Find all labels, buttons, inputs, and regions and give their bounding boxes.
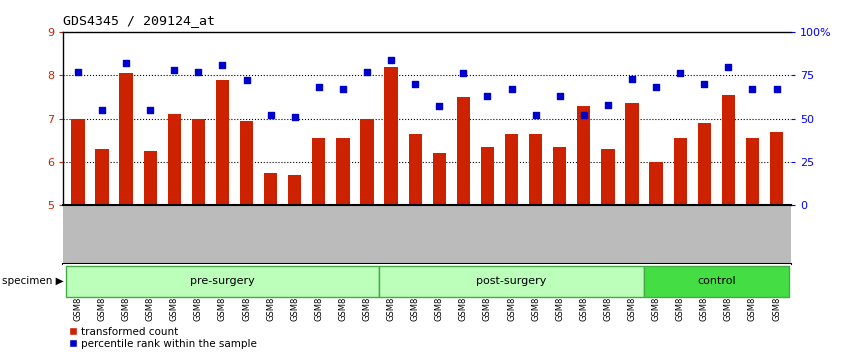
Bar [360, 119, 374, 205]
Bar [264, 173, 277, 205]
Bar [602, 149, 614, 205]
Bar [553, 147, 566, 205]
Point [673, 71, 687, 76]
Point [722, 64, 735, 69]
Point [239, 78, 253, 83]
Bar [481, 147, 494, 205]
Bar [312, 138, 326, 205]
Point [529, 112, 542, 118]
Point [384, 57, 398, 62]
Legend: transformed count, percentile rank within the sample: transformed count, percentile rank withi… [69, 327, 257, 349]
Point [168, 67, 181, 73]
Text: GDS4345 / 209124_at: GDS4345 / 209124_at [63, 14, 216, 27]
Text: post-surgery: post-surgery [476, 276, 547, 286]
Point [505, 86, 519, 92]
Bar [698, 123, 711, 205]
Bar [336, 138, 349, 205]
Point [288, 114, 301, 120]
FancyBboxPatch shape [379, 266, 644, 297]
Point [216, 62, 229, 68]
Bar [192, 119, 205, 205]
Point [625, 76, 639, 81]
Bar [577, 105, 591, 205]
Point [71, 69, 85, 75]
Bar [119, 73, 133, 205]
Bar [71, 119, 85, 205]
Bar [216, 80, 229, 205]
Point [191, 69, 205, 75]
Point [312, 85, 326, 90]
Bar [722, 95, 735, 205]
Text: specimen ▶: specimen ▶ [2, 276, 63, 286]
Point [264, 112, 277, 118]
Point [457, 71, 470, 76]
Bar [746, 138, 759, 205]
Point [360, 69, 374, 75]
Point [745, 86, 759, 92]
Bar [625, 103, 639, 205]
Point [697, 81, 711, 87]
Point [770, 86, 783, 92]
Bar [168, 114, 181, 205]
Point [432, 104, 446, 109]
Bar [505, 134, 518, 205]
FancyBboxPatch shape [644, 266, 788, 297]
Point [119, 60, 133, 66]
Bar [409, 134, 422, 205]
Bar [673, 138, 687, 205]
Point [577, 112, 591, 118]
Bar [457, 97, 470, 205]
FancyBboxPatch shape [66, 266, 379, 297]
Bar [529, 134, 542, 205]
Point [409, 81, 422, 87]
Bar [650, 162, 662, 205]
Point [144, 107, 157, 113]
Bar [384, 67, 398, 205]
Bar [144, 151, 157, 205]
Bar [96, 149, 108, 205]
Text: pre-surgery: pre-surgery [190, 276, 255, 286]
Point [336, 86, 349, 92]
Point [553, 93, 567, 99]
Bar [240, 121, 253, 205]
Text: control: control [697, 276, 736, 286]
Point [650, 85, 663, 90]
Point [602, 102, 615, 108]
Point [96, 107, 109, 113]
Point [481, 93, 494, 99]
Bar [432, 153, 446, 205]
Bar [770, 132, 783, 205]
Bar [288, 175, 301, 205]
